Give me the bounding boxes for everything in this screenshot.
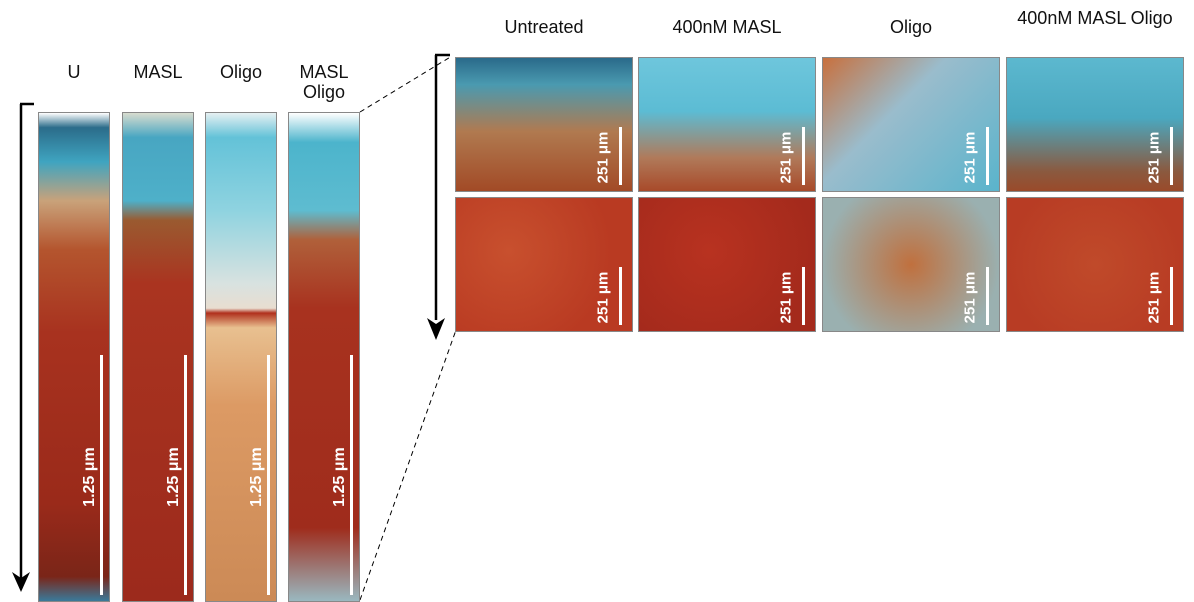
scale-bar xyxy=(802,267,805,325)
scale-label: 251 μm xyxy=(1146,258,1163,338)
scale-label: 1.25 μm xyxy=(81,427,99,527)
scale-bar xyxy=(1170,127,1173,185)
arrow-head xyxy=(427,318,445,340)
column-label: MASL Oligo xyxy=(278,62,370,102)
scale-label: 251 μm xyxy=(962,118,979,198)
scale-bar xyxy=(267,355,270,595)
scale-label: 251 μm xyxy=(595,118,612,198)
scale-label: 1.25 μm xyxy=(165,427,183,527)
column-label: 400nM MASL Oligo xyxy=(996,8,1194,28)
zoom-line xyxy=(360,330,456,600)
column-label: MASL xyxy=(112,62,204,82)
figure: (() => { const data = JSON.parse(documen… xyxy=(0,0,1194,602)
scale-bar xyxy=(184,355,187,595)
column-label: Untreated xyxy=(445,17,643,37)
scale-bar xyxy=(619,127,622,185)
column-label: Oligo xyxy=(195,62,287,82)
scale-bar xyxy=(802,127,805,185)
scale-bar xyxy=(619,267,622,325)
scale-label: 251 μm xyxy=(962,258,979,338)
scale-label: 1.25 μm xyxy=(331,427,349,527)
column-label: U xyxy=(28,62,120,82)
scale-bar xyxy=(100,355,103,595)
scale-label: 1.25 μm xyxy=(248,427,266,527)
scale-label: 251 μm xyxy=(1146,118,1163,198)
scale-label: 251 μm xyxy=(778,118,795,198)
column-label: 400nM MASL xyxy=(628,17,826,37)
scale-bar xyxy=(1170,267,1173,325)
scale-bar xyxy=(986,267,989,325)
scale-bar xyxy=(986,127,989,185)
scale-label: 251 μm xyxy=(778,258,795,338)
zoom-line xyxy=(360,56,452,112)
scale-label: 251 μm xyxy=(595,258,612,338)
scale-bar xyxy=(350,355,353,595)
column-label: Oligo xyxy=(812,17,1010,37)
